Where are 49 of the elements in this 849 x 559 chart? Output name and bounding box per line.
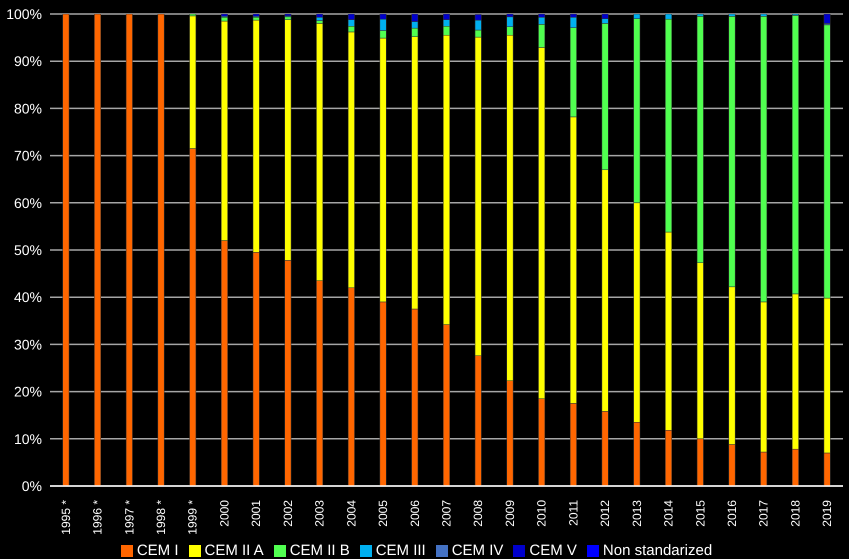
x-tick-label: 2009 <box>502 500 517 527</box>
y-tick-label: 100% <box>6 6 42 22</box>
y-tick-label: 90% <box>14 53 42 70</box>
x-tick-label: 2001 <box>249 500 264 527</box>
legend-label: CEM II A <box>204 542 264 559</box>
y-tick-label: 50% <box>14 242 42 258</box>
y-tick-label: 40% <box>14 289 42 306</box>
x-tick-label: 1999 * <box>186 500 200 535</box>
y-tick-label: 20% <box>14 384 42 400</box>
x-tick-label: 2005 <box>376 500 390 527</box>
y-tick-label: 70% <box>14 148 42 164</box>
x-tick-label: 2019 <box>820 500 834 527</box>
x-tick-label: 2012 <box>598 500 612 527</box>
x-tick-label: 2006 <box>408 500 422 527</box>
bar <box>62 14 70 486</box>
x-tick-label: 2008 <box>471 500 486 527</box>
x-tick-label: 2007 <box>440 500 454 527</box>
x-tick-label: 1995 * <box>58 500 73 535</box>
bar <box>316 14 324 18</box>
legend-label: CEM I <box>136 542 178 559</box>
legend-label: CEM III <box>376 542 426 559</box>
x-tick-label: 2002 <box>280 500 295 527</box>
bar <box>316 17 324 21</box>
y-tick-label: 30% <box>14 336 42 352</box>
x-tick-label: 2010 <box>534 500 549 527</box>
x-tick-label: 2003 <box>312 500 327 527</box>
x-tick-label: 2018 <box>788 500 802 527</box>
legend-label: CEM IV <box>452 542 504 559</box>
x-tick-label: 2017 <box>756 500 771 527</box>
bar <box>158 14 164 486</box>
legend-label: CEM V <box>529 542 577 559</box>
x-tick-label: 2014 <box>662 500 676 527</box>
x-tick-label: 2000 <box>217 500 232 527</box>
x-tick-label: 2015 <box>693 500 708 527</box>
x-tick-label: 1998 * <box>154 500 168 535</box>
x-tick-label: 1996 * <box>90 500 105 535</box>
y-tick-label: 80% <box>14 100 42 116</box>
x-tick-label: 2016 <box>724 500 739 527</box>
legend-label: CEM II B <box>290 542 350 559</box>
bar <box>126 14 133 486</box>
bar <box>94 14 101 486</box>
x-tick-label: 2004 <box>344 500 358 527</box>
y-tick-label: 60% <box>14 194 42 211</box>
x-tick-label: 1997 * <box>122 500 136 535</box>
legend-label: Non standarized <box>602 542 712 559</box>
y-tick-label: 0% <box>22 478 42 494</box>
x-tick-label: 2013 <box>630 500 644 527</box>
x-tick-label: 2011 <box>566 500 580 526</box>
y-tick-label: 10% <box>14 430 42 447</box>
